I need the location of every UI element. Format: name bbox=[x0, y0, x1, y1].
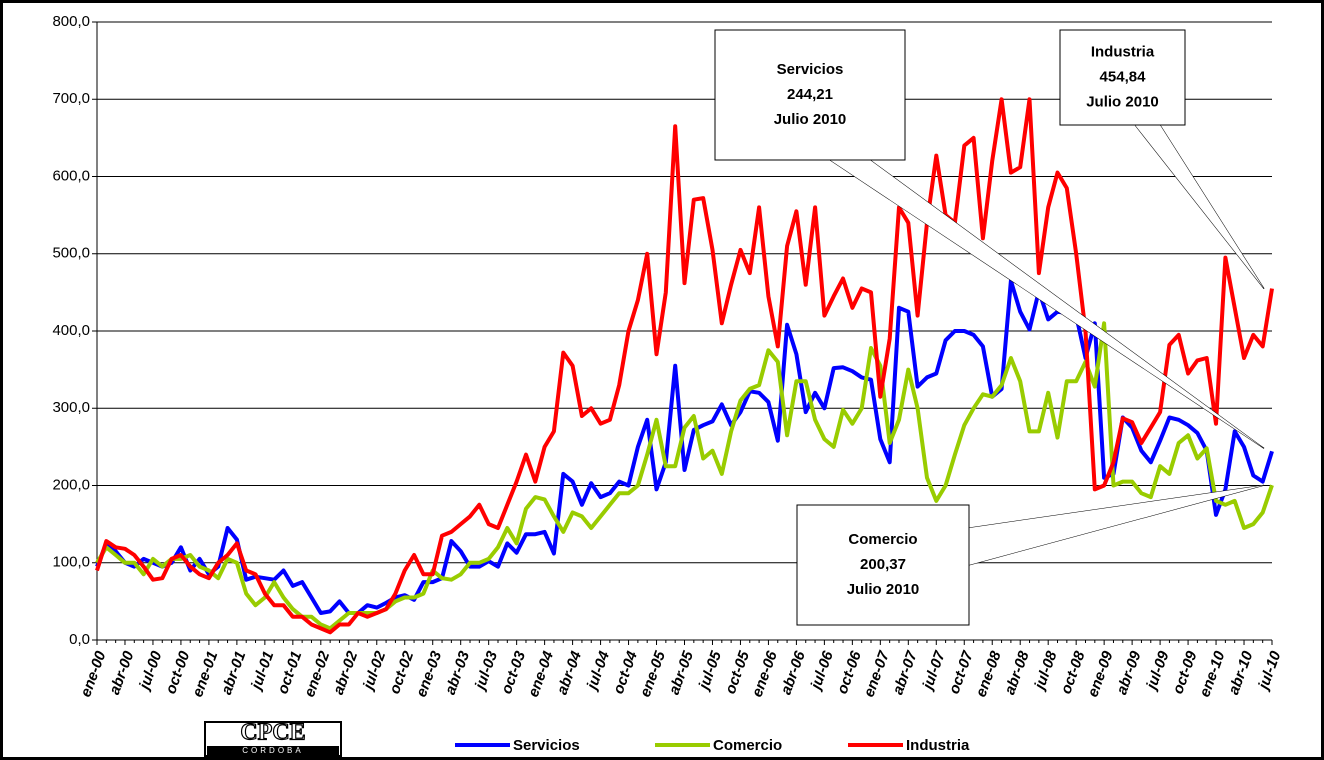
callout-text: Comercio bbox=[848, 531, 917, 548]
callout-text: Julio 2010 bbox=[774, 111, 847, 128]
callout: Comercio 200,37 Julio 2010 bbox=[796, 484, 1265, 626]
callout: Servicios 244,21 Julio 2010 bbox=[714, 29, 1265, 449]
callout-text: Julio 2010 bbox=[1086, 93, 1159, 110]
callout-text: Industria bbox=[1091, 43, 1155, 60]
callout-text: 454,84 bbox=[1100, 68, 1147, 85]
y-tick-label: 800,0 bbox=[52, 13, 90, 30]
logo-band bbox=[207, 746, 339, 755]
callout-pointer-fill bbox=[1135, 125, 1264, 289]
callout-text: Julio 2010 bbox=[847, 581, 920, 598]
callout-text: Servicios bbox=[777, 61, 844, 78]
callout-text: 244,21 bbox=[787, 86, 833, 103]
y-tick-label: 200,0 bbox=[52, 476, 90, 493]
callout-box bbox=[714, 29, 906, 161]
y-tick-label: 100,0 bbox=[52, 554, 90, 571]
y-tick-label: 700,0 bbox=[52, 90, 90, 107]
logo-title: CPCE bbox=[240, 720, 305, 746]
logo-subtitle: CORDOBA bbox=[242, 746, 303, 755]
series-line bbox=[95, 321, 1274, 631]
callout-box bbox=[1059, 29, 1186, 126]
callout-pointer-fill bbox=[830, 160, 1264, 449]
legend-label: Servicios bbox=[513, 737, 580, 754]
callout-text: 200,37 bbox=[860, 556, 906, 573]
y-tick-label: 500,0 bbox=[52, 245, 90, 262]
legend-label: Comercio bbox=[713, 737, 782, 754]
logo: CPCE CORDOBA bbox=[204, 719, 342, 757]
y-tick-label: 300,0 bbox=[52, 399, 90, 416]
series-line bbox=[95, 97, 1274, 635]
callout-box bbox=[796, 504, 970, 626]
legend-label: Industria bbox=[906, 737, 970, 754]
callout: Industria 454,84 Julio 2010 bbox=[1059, 29, 1265, 289]
y-tick-label: 400,0 bbox=[52, 322, 90, 339]
y-tick-label: 0,0 bbox=[69, 631, 90, 648]
callout-pointer-fill bbox=[969, 485, 1264, 565]
y-tick-label: 600,0 bbox=[52, 167, 90, 184]
